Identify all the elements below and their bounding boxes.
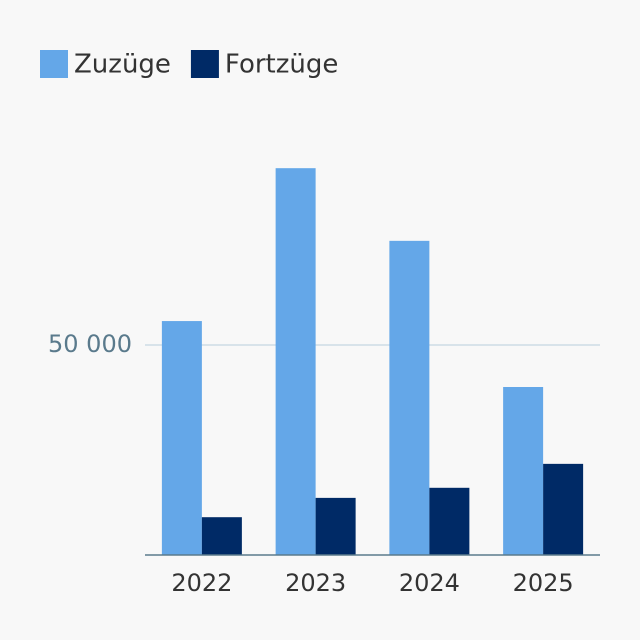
bar [543,463,584,555]
bar [201,517,242,555]
bar [503,387,544,555]
bar [161,321,202,555]
x-tick-label: 2022 [171,569,232,597]
legend-swatch [40,50,68,78]
bar [389,240,430,555]
bar [275,168,316,555]
legend-label: Fortzüge [225,50,338,80]
legend-label: Zuzüge [74,50,171,80]
legend-swatch [190,50,219,78]
x-tick-label: 2025 [513,569,574,597]
y-tick-label: 50 000 [48,330,132,358]
x-tick-label: 2023 [285,569,346,597]
bar [315,497,356,555]
bar [429,487,470,555]
x-tick-label: 2024 [399,569,460,597]
